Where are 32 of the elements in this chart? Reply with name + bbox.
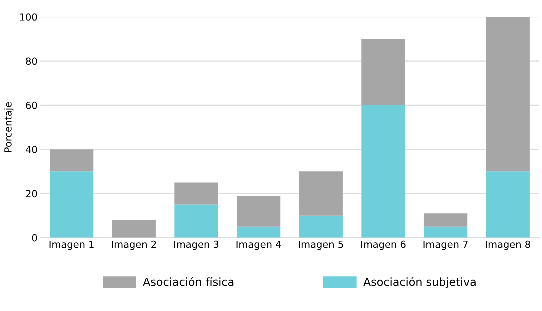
bar (112, 220, 156, 238)
y-tick-label: 0 (32, 234, 38, 242)
bar (424, 226, 468, 238)
bar (299, 172, 343, 216)
bar (299, 216, 343, 238)
y-tick-label: 80 (26, 58, 38, 66)
bar (50, 150, 94, 172)
y-tick-label: 40 (26, 146, 38, 154)
bar (362, 39, 406, 106)
x-tick-label: Imagen 3 (174, 240, 219, 250)
y-axis-title: Porcentaje (4, 102, 14, 152)
bar (424, 214, 468, 227)
y-tick-label: 100 (20, 14, 38, 21)
bar (174, 204, 218, 238)
legend-label: Asociación física (143, 277, 234, 286)
bar (486, 172, 530, 238)
bar (362, 105, 406, 238)
y-tick-label: 60 (26, 102, 38, 110)
x-tick-label: Imagen 2 (112, 240, 156, 250)
y-tick-label: 20 (26, 190, 38, 198)
bar (174, 182, 218, 205)
x-tick-label: Imagen 7 (424, 240, 468, 250)
x-tick-label: Imagen 1 (50, 240, 94, 250)
x-tick-label: Imagen 5 (299, 240, 344, 250)
bar (50, 172, 94, 238)
bar (486, 17, 530, 172)
x-tick-label: Imagen 4 (236, 240, 282, 250)
legend-label: Asociación subjetiva (364, 277, 476, 288)
x-tick-label: Imagen 8 (486, 240, 530, 250)
x-tick-label: Imagen 6 (361, 240, 406, 250)
bar (236, 196, 281, 227)
bar (236, 226, 281, 238)
